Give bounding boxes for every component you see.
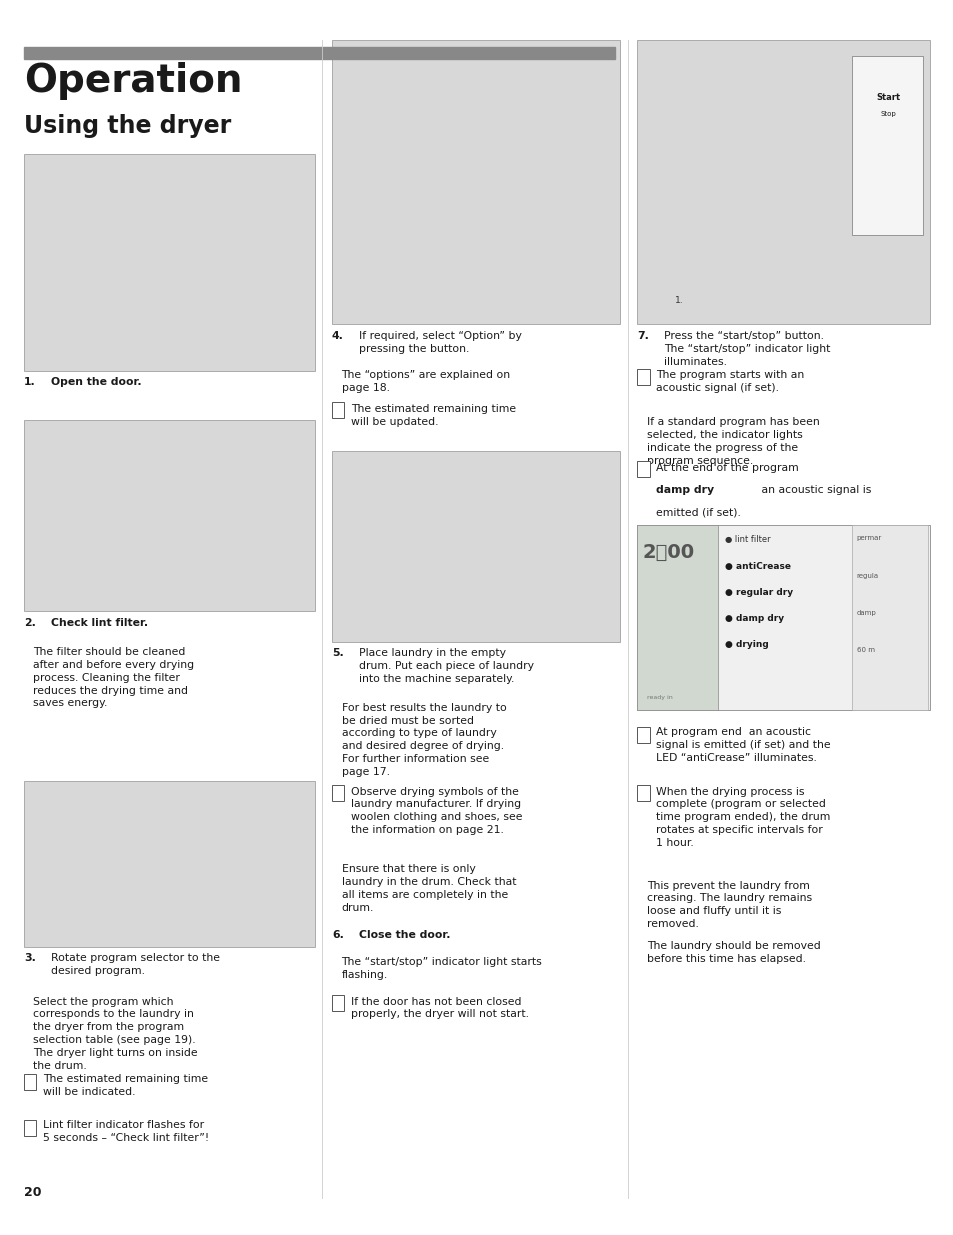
Text: Using the dryer: Using the dryer [24, 114, 231, 137]
Text: The filter should be cleaned
after and before every drying
process. Cleaning the: The filter should be cleaned after and b… [33, 647, 194, 709]
Text: Ensure that there is only
laundry in the drum. Check that
all items are complete: Ensure that there is only laundry in the… [341, 864, 516, 913]
Text: 4.: 4. [332, 331, 343, 341]
Bar [851, 56, 923, 235]
Text: ● damp dry: ● damp dry [724, 614, 783, 622]
Text: Start: Start [875, 93, 900, 101]
Text: 7.: 7. [637, 331, 648, 341]
Text: 6.: 6. [332, 930, 343, 940]
Text: regula: regula [856, 573, 878, 579]
Text: permar: permar [856, 535, 881, 541]
Text: 20: 20 [24, 1186, 41, 1199]
Text: ● drying: ● drying [724, 640, 768, 648]
Text: If the door has not been closed
properly, the dryer will not start.: If the door has not been closed properly… [351, 997, 529, 1019]
Text: At program end  an acoustic
signal is emitted (if set) and the
LED “antiCrease” : At program end an acoustic signal is emi… [656, 727, 830, 763]
Text: The laundry should be removed
before this time has elapsed.: The laundry should be removed before thi… [646, 941, 820, 963]
Text: This prevent the laundry from
creasing. The laundry remains
loose and fluffy unt: This prevent the laundry from creasing. … [646, 881, 811, 929]
Text: When the drying process is
complete (program or selected
time program ended), th: When the drying process is complete (pro… [656, 787, 830, 848]
Text: an acoustic signal is: an acoustic signal is [758, 485, 871, 495]
Text: For best results the laundry to
be dried must be sorted
according to type of lau: For best results the laundry to be dried… [341, 703, 506, 777]
Bar [637, 525, 718, 710]
Bar [637, 368, 649, 385]
Text: Operation: Operation [24, 62, 242, 100]
Text: Lint filter indicator flashes for
5 seconds – “Check lint filter”!: Lint filter indicator flashes for 5 seco… [43, 1120, 209, 1142]
Bar [24, 47, 615, 59]
Text: 1.: 1. [675, 296, 683, 305]
Text: Press the “start/stop” button.
The “start/stop” indicator light
illuminates.: Press the “start/stop” button. The “star… [663, 331, 829, 367]
Text: Place laundry in the empty
drum. Put each piece of laundry
into the machine sepa: Place laundry in the empty drum. Put eac… [358, 648, 533, 684]
Text: ● antiCrease: ● antiCrease [724, 562, 790, 571]
Text: ● lint filter: ● lint filter [724, 535, 770, 543]
Bar [637, 40, 929, 324]
Bar [332, 40, 619, 324]
Text: The program starts with an
acoustic signal (if set).: The program starts with an acoustic sign… [656, 370, 803, 393]
Text: Select the program which
corresponds to the laundry in
the dryer from the progra: Select the program which corresponds to … [33, 997, 198, 1071]
Text: 1.: 1. [24, 377, 35, 387]
Bar [637, 785, 649, 802]
Text: Open the door.: Open the door. [51, 377, 141, 387]
Text: 5.: 5. [332, 648, 343, 658]
Text: Stop: Stop [880, 111, 895, 117]
Bar [24, 1074, 36, 1091]
Text: 60 m: 60 m [856, 647, 874, 653]
Text: ready in: ready in [646, 695, 672, 700]
Text: 2.: 2. [24, 618, 35, 627]
Bar [332, 785, 344, 802]
Bar [24, 154, 314, 370]
Text: damp dry: damp dry [656, 485, 714, 495]
Text: The estimated remaining time
will be updated.: The estimated remaining time will be upd… [351, 404, 516, 426]
Text: 2⃒00: 2⃒00 [641, 542, 694, 562]
Bar [332, 995, 344, 1010]
Text: Check lint filter.: Check lint filter. [51, 618, 148, 627]
Text: ● regular dry: ● regular dry [724, 588, 792, 597]
Text: The “options” are explained on
page 18.: The “options” are explained on page 18. [341, 370, 510, 393]
Text: 3.: 3. [24, 953, 35, 963]
Text: If required, select “Option” by
pressing the button.: If required, select “Option” by pressing… [358, 331, 521, 353]
Text: emitted (if set).: emitted (if set). [656, 508, 740, 517]
Bar [851, 525, 927, 710]
Bar [24, 1119, 36, 1136]
Text: Close the door.: Close the door. [358, 930, 450, 940]
Text: Observe drying symbols of the
laundry manufacturer. If drying
woolen clothing an: Observe drying symbols of the laundry ma… [351, 787, 522, 835]
Text: damp: damp [856, 610, 876, 616]
Text: If a standard program has been
selected, the indicator lights
indicate the progr: If a standard program has been selected,… [646, 417, 819, 466]
Bar [637, 461, 649, 478]
Text: The estimated remaining time
will be indicated.: The estimated remaining time will be ind… [43, 1074, 208, 1097]
Bar [24, 781, 314, 947]
Text: The “start/stop” indicator light starts
flashing.: The “start/stop” indicator light starts … [341, 957, 541, 979]
Bar [637, 726, 649, 742]
Bar [24, 420, 314, 611]
Text: At the end of the program: At the end of the program [656, 463, 799, 473]
Text: Rotate program selector to the
desired program.: Rotate program selector to the desired p… [51, 953, 219, 976]
Bar [332, 401, 344, 417]
Bar [332, 451, 619, 642]
Bar [637, 525, 929, 710]
